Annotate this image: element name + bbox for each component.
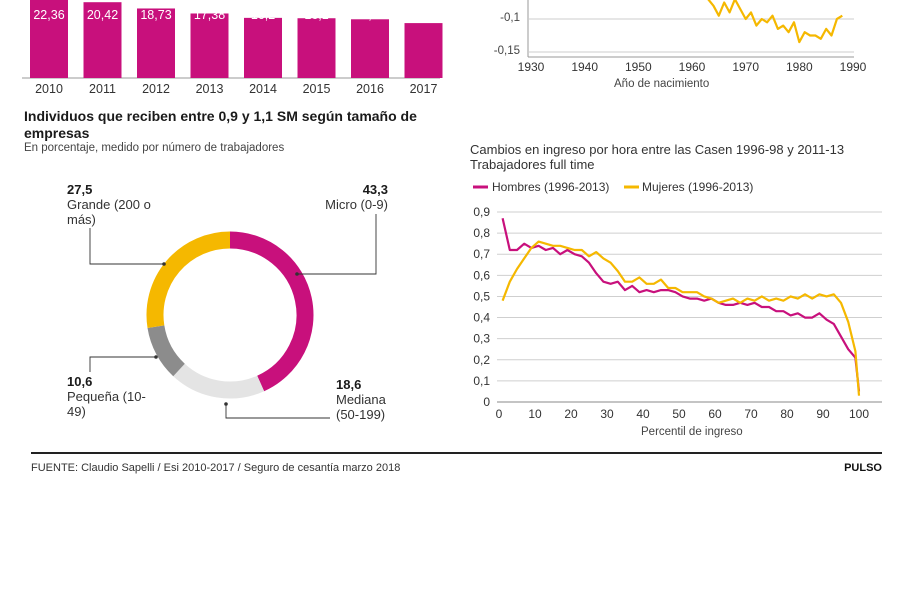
income-y-tick: 0 bbox=[483, 395, 490, 409]
donut-label-grande: Grande (200 o más) bbox=[67, 197, 151, 227]
birth-x-tick: 1970 bbox=[732, 60, 759, 74]
birth-y-tick: -0,1 bbox=[500, 12, 520, 24]
birth-y-tick: -0,15 bbox=[493, 45, 520, 57]
bar-value-label: 16,1 bbox=[304, 8, 328, 22]
birth-x-tick: 1990 bbox=[840, 60, 867, 74]
birth-year-axis bbox=[527, 0, 854, 58]
source-note: FUENTE: Claudio Sapelli / Esi 2010-2017 … bbox=[31, 462, 401, 474]
bar-value-label: 14,79 bbox=[408, 8, 439, 22]
bar-value-label: 20,42 bbox=[87, 8, 118, 22]
bar-category-label: 2010 bbox=[35, 82, 63, 96]
income-x-tick: 60 bbox=[708, 407, 722, 421]
income-x-tick: 0 bbox=[496, 407, 503, 421]
income-series-mujeres bbox=[501, 240, 861, 396]
income-y-tick: 0,5 bbox=[473, 289, 490, 303]
donut-slice bbox=[146, 231, 231, 329]
income-x-tick: 80 bbox=[780, 407, 794, 421]
birth-series-line bbox=[707, 0, 843, 44]
birth-x-tick: 1930 bbox=[518, 60, 545, 74]
income-x-tick: 50 bbox=[672, 407, 686, 421]
donut-label-micro: Micro (0-9) bbox=[325, 197, 388, 212]
income-series-hombres bbox=[501, 218, 861, 392]
bar-value-label: 15,82 bbox=[354, 8, 385, 22]
bar-category-label: 2017 bbox=[410, 82, 438, 96]
bar-2015 bbox=[297, 18, 336, 78]
income-x-tick: 100 bbox=[849, 407, 869, 421]
income-y-tick: 0,8 bbox=[473, 226, 490, 240]
income-x-tick: 30 bbox=[600, 407, 614, 421]
bar-category-label: 2015 bbox=[303, 82, 331, 96]
income-x-tick: 40 bbox=[636, 407, 650, 421]
birth-x-tick: 1980 bbox=[786, 60, 813, 74]
bar-2017 bbox=[404, 23, 443, 78]
bar-category-label: 2016 bbox=[356, 82, 384, 96]
leader-dot-mediana bbox=[224, 402, 228, 406]
donut-subtitle: En porcentaje, medido por número de trab… bbox=[24, 142, 285, 154]
bar-category-label: 2013 bbox=[196, 82, 224, 96]
donut-value-pequena: 10,6 bbox=[67, 374, 93, 389]
bar-2011 bbox=[83, 2, 122, 78]
income-y-tick: 0,6 bbox=[473, 268, 490, 282]
bar-value-label: 16,2 bbox=[251, 8, 275, 22]
bar-2012 bbox=[137, 8, 175, 78]
donut-slice bbox=[229, 231, 314, 392]
income-x-tick: 70 bbox=[744, 407, 758, 421]
income-y-tick: 0,1 bbox=[473, 374, 490, 388]
income-x-tick: 10 bbox=[528, 407, 542, 421]
donut-slice bbox=[173, 363, 265, 399]
donut-value-mediana: 18,6 bbox=[336, 377, 362, 392]
bar-2014 bbox=[244, 17, 282, 79]
leader-pequena bbox=[89, 356, 156, 372]
income-subtitle: Trabajadores full time bbox=[470, 157, 595, 172]
donut-label-pequena: Pequeña (10-49) bbox=[67, 389, 146, 419]
bar-2010 bbox=[30, 0, 68, 78]
legend-label-hombres: Hombres (1996-2013) bbox=[492, 180, 610, 194]
birth-x-tick: 1960 bbox=[679, 60, 706, 74]
donut-label-mediana: Mediana (50-199) bbox=[336, 392, 386, 422]
bar-category-label: 2011 bbox=[89, 82, 116, 96]
bar-value-label: 17,38 bbox=[194, 8, 225, 22]
bar-2016 bbox=[351, 19, 389, 78]
bar-value-label: 22,36 bbox=[33, 8, 64, 22]
income-y-tick: 0,4 bbox=[473, 311, 490, 325]
brand-label: PULSO bbox=[844, 462, 882, 474]
leader-grande bbox=[89, 228, 164, 265]
donut-title: Individuos que reciben entre 0,9 y 1,1 S… bbox=[24, 108, 417, 141]
donut-value-micro: 43,3 bbox=[362, 182, 388, 197]
bar-2013 bbox=[190, 13, 229, 79]
income-y-tick: 0,2 bbox=[473, 353, 490, 367]
income-y-tick: 0,3 bbox=[473, 332, 490, 346]
legend-label-mujeres: Mujeres (1996-2013) bbox=[642, 180, 754, 194]
leader-dot-pequena bbox=[154, 355, 158, 359]
leader-mediana bbox=[225, 404, 330, 419]
birth-x-label: Año de nacimiento bbox=[614, 78, 710, 90]
leader-dot-grande bbox=[162, 262, 166, 266]
donut-value-grande: 27,5 bbox=[67, 182, 93, 197]
birth-x-tick: 1950 bbox=[625, 60, 652, 74]
bar-value-label: 18,73 bbox=[140, 8, 171, 22]
income-y-tick: 0,7 bbox=[473, 247, 490, 261]
leader-micro bbox=[297, 214, 377, 275]
income-x-tick: 20 bbox=[564, 407, 578, 421]
income-x-label: Percentil de ingreso bbox=[641, 426, 743, 438]
bar-category-label: 2014 bbox=[249, 82, 277, 96]
birth-x-tick: 1940 bbox=[571, 60, 598, 74]
income-x-tick: 90 bbox=[816, 407, 830, 421]
leader-dot-micro bbox=[295, 272, 299, 276]
bar-category-label: 2012 bbox=[142, 82, 170, 96]
income-y-tick: 0,9 bbox=[473, 205, 490, 219]
income-title: Cambios en ingreso por hora entre las Ca… bbox=[470, 142, 845, 157]
donut-slice bbox=[147, 325, 186, 377]
